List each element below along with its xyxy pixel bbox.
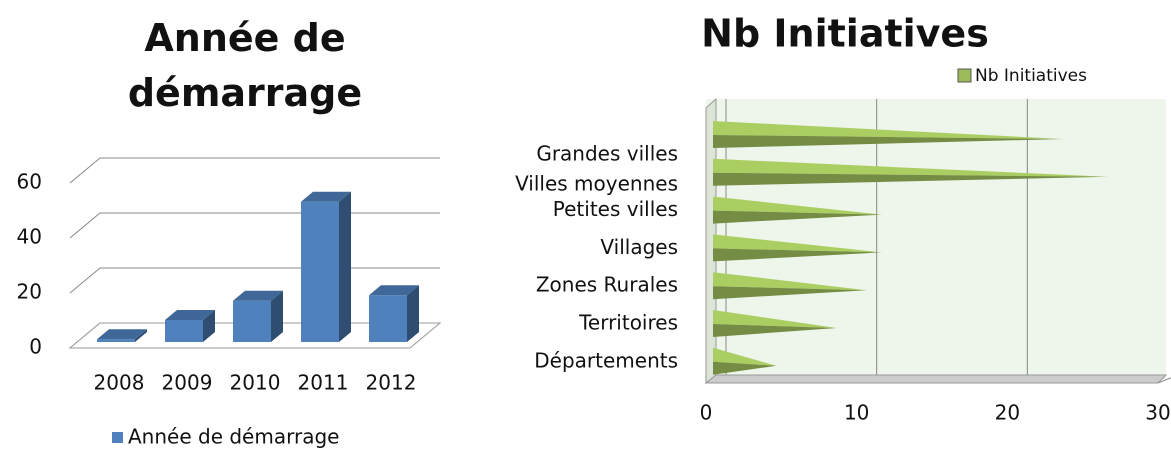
- bar: [165, 320, 203, 342]
- cone-bottom: [713, 135, 1063, 148]
- cone-top: [713, 272, 867, 291]
- y-tick-label: 60: [17, 170, 42, 194]
- x-tick-label: 0: [700, 401, 713, 425]
- bar-top: [301, 191, 351, 202]
- cone-bottom: [713, 324, 837, 337]
- x-tick-label: 2008: [94, 371, 145, 395]
- bar-side: [407, 285, 419, 342]
- y-tick-label: Petites villes: [553, 197, 678, 221]
- chart-title-wrapped: Année de démarrage: [128, 16, 362, 115]
- bar-side: [135, 329, 147, 342]
- bar-top: [165, 310, 215, 320]
- grid-line: [1157, 377, 1171, 384]
- x-tick-label: 2012: [366, 371, 417, 395]
- legend-swatch: [112, 432, 123, 443]
- cone-bottom: [713, 248, 882, 262]
- y-tick-label: Villes moyennes: [515, 171, 678, 195]
- legend-label: Année de démarrage: [128, 425, 339, 449]
- x-tick-label: 2010: [230, 371, 281, 395]
- y-tick-label: Territoires: [578, 311, 678, 335]
- bar: [369, 295, 407, 342]
- bar-top: [369, 285, 419, 296]
- cone-top: [713, 234, 882, 253]
- bar-side: [339, 191, 351, 342]
- cone-bottom: [713, 210, 882, 224]
- bar: [97, 339, 135, 342]
- y-tick-label: 0: [29, 335, 42, 359]
- y-tick-label: Zones Rurales: [536, 273, 678, 297]
- y-tick-label: 40: [17, 225, 42, 249]
- floor: [704, 374, 1168, 384]
- bar-top: [97, 329, 147, 340]
- y-tick-label: Villages: [600, 235, 678, 259]
- bar: [233, 300, 271, 342]
- legend-swatch: [957, 68, 972, 83]
- y-tick-label: Grandes villes: [536, 142, 678, 166]
- cone-top: [713, 196, 882, 215]
- cone-bottom: [713, 172, 1108, 186]
- cone-top: [713, 158, 1108, 177]
- grid-line: [69, 212, 440, 239]
- cone-top: [713, 310, 837, 328]
- cone-top: [713, 121, 1063, 139]
- bar-side: [203, 310, 215, 342]
- bar-top: [233, 290, 283, 301]
- bar-side: [271, 290, 283, 342]
- x-tick-label: 20: [995, 401, 1020, 425]
- x-tick-label: 2009: [162, 371, 213, 395]
- bar: [301, 201, 339, 342]
- chart-title: Nb Initiatives: [701, 12, 989, 56]
- x-tick-label: 30: [1145, 401, 1170, 425]
- cone-bottom: [713, 361, 777, 375]
- y-tick-label: Départements: [534, 348, 678, 372]
- y-tick-label: 20: [17, 280, 42, 304]
- cone-top: [713, 347, 777, 366]
- grid-line: [69, 157, 440, 184]
- legend-label: Nb Initiatives: [975, 66, 1087, 86]
- cone-bottom: [713, 286, 867, 300]
- x-tick-label: 2011: [298, 371, 349, 395]
- x-tick-label: 10: [844, 401, 869, 425]
